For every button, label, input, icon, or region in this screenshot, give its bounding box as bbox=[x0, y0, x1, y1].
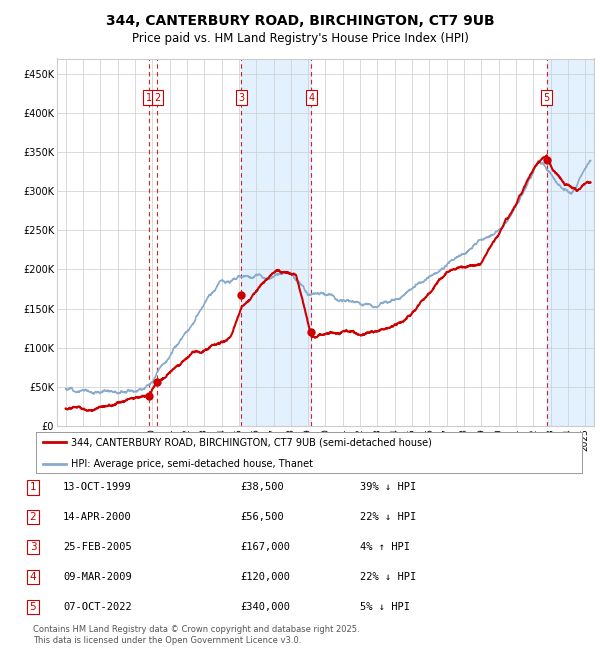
Text: 09-MAR-2009: 09-MAR-2009 bbox=[63, 572, 132, 582]
Text: 13-OCT-1999: 13-OCT-1999 bbox=[63, 482, 132, 492]
Text: £38,500: £38,500 bbox=[240, 482, 284, 492]
Text: £167,000: £167,000 bbox=[240, 542, 290, 552]
Text: Price paid vs. HM Land Registry's House Price Index (HPI): Price paid vs. HM Land Registry's House … bbox=[131, 32, 469, 45]
Point bbox=[542, 155, 551, 165]
Text: 5: 5 bbox=[544, 92, 550, 103]
Bar bbox=[241, 58, 311, 426]
Text: 5: 5 bbox=[29, 602, 37, 612]
Text: 4: 4 bbox=[29, 572, 37, 582]
Bar bbox=[547, 58, 594, 426]
Text: 1: 1 bbox=[146, 92, 152, 103]
Text: 07-OCT-2022: 07-OCT-2022 bbox=[63, 602, 132, 612]
Text: £340,000: £340,000 bbox=[240, 602, 290, 612]
Text: 5% ↓ HPI: 5% ↓ HPI bbox=[360, 602, 410, 612]
Text: 4: 4 bbox=[308, 92, 314, 103]
Text: 344, CANTERBURY ROAD, BIRCHINGTON, CT7 9UB: 344, CANTERBURY ROAD, BIRCHINGTON, CT7 9… bbox=[106, 14, 494, 29]
Text: 22% ↓ HPI: 22% ↓ HPI bbox=[360, 512, 416, 522]
Text: 1: 1 bbox=[29, 482, 37, 492]
Text: 2: 2 bbox=[29, 512, 37, 522]
Point bbox=[236, 290, 246, 300]
Text: HPI: Average price, semi-detached house, Thanet: HPI: Average price, semi-detached house,… bbox=[71, 459, 313, 469]
Text: 3: 3 bbox=[29, 542, 37, 552]
Text: £120,000: £120,000 bbox=[240, 572, 290, 582]
Text: Contains HM Land Registry data © Crown copyright and database right 2025.
This d: Contains HM Land Registry data © Crown c… bbox=[33, 625, 359, 645]
Text: £56,500: £56,500 bbox=[240, 512, 284, 522]
Point bbox=[307, 327, 316, 337]
Text: 25-FEB-2005: 25-FEB-2005 bbox=[63, 542, 132, 552]
Text: 39% ↓ HPI: 39% ↓ HPI bbox=[360, 482, 416, 492]
Text: 4% ↑ HPI: 4% ↑ HPI bbox=[360, 542, 410, 552]
Text: 22% ↓ HPI: 22% ↓ HPI bbox=[360, 572, 416, 582]
Point bbox=[152, 376, 162, 387]
Text: 344, CANTERBURY ROAD, BIRCHINGTON, CT7 9UB (semi-detached house): 344, CANTERBURY ROAD, BIRCHINGTON, CT7 9… bbox=[71, 437, 433, 447]
Text: 14-APR-2000: 14-APR-2000 bbox=[63, 512, 132, 522]
Point bbox=[144, 391, 154, 401]
Text: 3: 3 bbox=[238, 92, 245, 103]
Text: 2: 2 bbox=[154, 92, 160, 103]
